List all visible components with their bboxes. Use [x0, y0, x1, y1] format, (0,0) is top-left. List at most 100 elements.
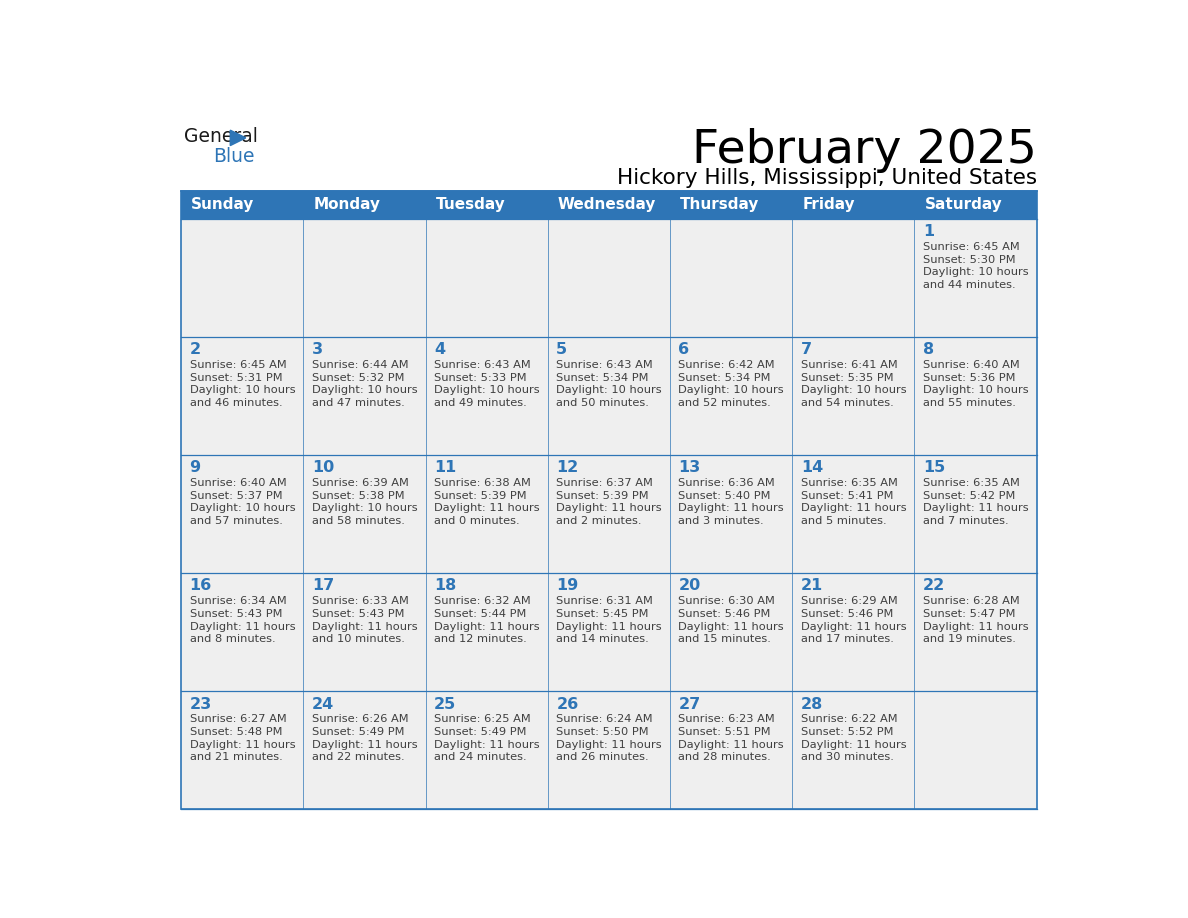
- Text: and 26 minutes.: and 26 minutes.: [556, 753, 649, 763]
- Text: Sunset: 5:43 PM: Sunset: 5:43 PM: [190, 609, 282, 619]
- Text: Sunset: 5:47 PM: Sunset: 5:47 PM: [923, 609, 1016, 619]
- Bar: [303, 455, 425, 573]
- Text: Daylight: 10 hours: Daylight: 10 hours: [556, 386, 662, 396]
- Bar: [181, 218, 303, 337]
- Text: Sunrise: 6:40 AM: Sunrise: 6:40 AM: [190, 478, 286, 488]
- Text: Sunrise: 6:36 AM: Sunrise: 6:36 AM: [678, 478, 776, 488]
- Bar: [915, 455, 1037, 573]
- Text: and 15 minutes.: and 15 minutes.: [678, 634, 771, 644]
- Text: Daylight: 11 hours: Daylight: 11 hours: [556, 621, 662, 632]
- Text: Daylight: 10 hours: Daylight: 10 hours: [801, 386, 906, 396]
- Text: Daylight: 11 hours: Daylight: 11 hours: [556, 740, 662, 750]
- Bar: [915, 218, 1037, 337]
- Text: 20: 20: [678, 578, 701, 593]
- Bar: [670, 455, 792, 573]
- Text: Sunrise: 6:35 AM: Sunrise: 6:35 AM: [923, 478, 1019, 488]
- Bar: [303, 218, 425, 337]
- Text: and 30 minutes.: and 30 minutes.: [801, 753, 893, 763]
- Text: Sunset: 5:34 PM: Sunset: 5:34 PM: [556, 373, 649, 383]
- Text: Daylight: 10 hours: Daylight: 10 hours: [311, 503, 417, 513]
- Text: Sunrise: 6:43 AM: Sunrise: 6:43 AM: [556, 360, 653, 370]
- Bar: [670, 691, 792, 810]
- Text: Sunset: 5:38 PM: Sunset: 5:38 PM: [311, 491, 404, 501]
- Bar: [181, 191, 303, 218]
- Text: Daylight: 11 hours: Daylight: 11 hours: [311, 621, 417, 632]
- Text: Sunrise: 6:27 AM: Sunrise: 6:27 AM: [190, 714, 286, 724]
- Text: and 58 minutes.: and 58 minutes.: [311, 516, 405, 526]
- Text: Sunrise: 6:30 AM: Sunrise: 6:30 AM: [678, 596, 776, 606]
- Text: February 2025: February 2025: [691, 128, 1037, 173]
- Bar: [548, 337, 670, 455]
- Text: Daylight: 10 hours: Daylight: 10 hours: [190, 503, 295, 513]
- Text: Sunset: 5:39 PM: Sunset: 5:39 PM: [434, 491, 526, 501]
- Text: and 12 minutes.: and 12 minutes.: [434, 634, 526, 644]
- Text: General: General: [184, 127, 258, 146]
- Text: 12: 12: [556, 460, 579, 476]
- Text: Sunset: 5:44 PM: Sunset: 5:44 PM: [434, 609, 526, 619]
- Bar: [425, 337, 548, 455]
- Bar: [548, 573, 670, 691]
- Text: Sunrise: 6:31 AM: Sunrise: 6:31 AM: [556, 596, 653, 606]
- Text: 10: 10: [311, 460, 334, 476]
- Text: 19: 19: [556, 578, 579, 593]
- Text: Daylight: 10 hours: Daylight: 10 hours: [190, 386, 295, 396]
- Text: Sunrise: 6:34 AM: Sunrise: 6:34 AM: [190, 596, 286, 606]
- Bar: [425, 218, 548, 337]
- Text: 18: 18: [434, 578, 456, 593]
- Bar: [792, 337, 915, 455]
- Text: Sunset: 5:36 PM: Sunset: 5:36 PM: [923, 373, 1016, 383]
- Text: 13: 13: [678, 460, 701, 476]
- Text: Sunrise: 6:42 AM: Sunrise: 6:42 AM: [678, 360, 775, 370]
- Text: 2: 2: [190, 342, 201, 357]
- Text: Sunrise: 6:22 AM: Sunrise: 6:22 AM: [801, 714, 897, 724]
- Text: 11: 11: [434, 460, 456, 476]
- Text: Daylight: 11 hours: Daylight: 11 hours: [678, 740, 784, 750]
- Text: 27: 27: [678, 697, 701, 711]
- Text: Sunrise: 6:28 AM: Sunrise: 6:28 AM: [923, 596, 1019, 606]
- Text: Sunset: 5:30 PM: Sunset: 5:30 PM: [923, 254, 1016, 264]
- Bar: [303, 573, 425, 691]
- Text: 6: 6: [678, 342, 689, 357]
- Text: Daylight: 11 hours: Daylight: 11 hours: [434, 740, 539, 750]
- Text: and 2 minutes.: and 2 minutes.: [556, 516, 642, 526]
- Bar: [425, 573, 548, 691]
- Text: and 55 minutes.: and 55 minutes.: [923, 398, 1016, 409]
- Bar: [181, 455, 303, 573]
- Text: and 46 minutes.: and 46 minutes.: [190, 398, 283, 409]
- Text: Daylight: 10 hours: Daylight: 10 hours: [434, 386, 539, 396]
- Text: and 7 minutes.: and 7 minutes.: [923, 516, 1009, 526]
- Text: Sunrise: 6:41 AM: Sunrise: 6:41 AM: [801, 360, 897, 370]
- Bar: [915, 573, 1037, 691]
- Text: Sunrise: 6:23 AM: Sunrise: 6:23 AM: [678, 714, 776, 724]
- Text: Sunrise: 6:45 AM: Sunrise: 6:45 AM: [923, 241, 1019, 252]
- Text: Daylight: 10 hours: Daylight: 10 hours: [923, 267, 1029, 277]
- Text: and 10 minutes.: and 10 minutes.: [311, 634, 405, 644]
- Text: Sunset: 5:35 PM: Sunset: 5:35 PM: [801, 373, 893, 383]
- Bar: [792, 573, 915, 691]
- Text: and 5 minutes.: and 5 minutes.: [801, 516, 886, 526]
- Text: 17: 17: [311, 578, 334, 593]
- Text: Sunset: 5:45 PM: Sunset: 5:45 PM: [556, 609, 649, 619]
- Bar: [670, 573, 792, 691]
- Text: Sunrise: 6:24 AM: Sunrise: 6:24 AM: [556, 714, 653, 724]
- Bar: [548, 191, 670, 218]
- Bar: [181, 691, 303, 810]
- Text: Sunset: 5:42 PM: Sunset: 5:42 PM: [923, 491, 1016, 501]
- Text: Sunset: 5:46 PM: Sunset: 5:46 PM: [678, 609, 771, 619]
- Text: Sunrise: 6:40 AM: Sunrise: 6:40 AM: [923, 360, 1019, 370]
- Text: and 50 minutes.: and 50 minutes.: [556, 398, 649, 409]
- Text: Sunset: 5:40 PM: Sunset: 5:40 PM: [678, 491, 771, 501]
- Text: Daylight: 11 hours: Daylight: 11 hours: [556, 503, 662, 513]
- Text: Sunset: 5:43 PM: Sunset: 5:43 PM: [311, 609, 404, 619]
- Text: 7: 7: [801, 342, 811, 357]
- Text: Daylight: 11 hours: Daylight: 11 hours: [801, 503, 906, 513]
- Text: and 8 minutes.: and 8 minutes.: [190, 634, 276, 644]
- Text: 14: 14: [801, 460, 823, 476]
- Bar: [792, 691, 915, 810]
- Bar: [792, 218, 915, 337]
- Text: and 17 minutes.: and 17 minutes.: [801, 634, 893, 644]
- Bar: [670, 337, 792, 455]
- Text: and 28 minutes.: and 28 minutes.: [678, 753, 771, 763]
- Text: 26: 26: [556, 697, 579, 711]
- Text: 9: 9: [190, 460, 201, 476]
